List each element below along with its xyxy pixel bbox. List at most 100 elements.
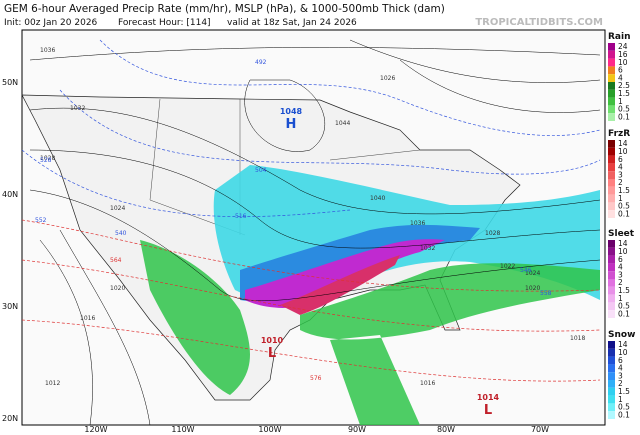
legend-swatch — [608, 302, 615, 311]
lat-label: 20N — [2, 414, 18, 423]
pressure-value: 1048 — [280, 107, 303, 116]
thickness-warm — [21, 219, 601, 382]
legend-label: 14 — [618, 139, 628, 148]
map — [21, 29, 606, 426]
isobar-label: 1020 — [525, 285, 540, 292]
sleet-area — [245, 239, 445, 308]
legend-label: 16 — [618, 50, 628, 59]
lat-label: 30N — [2, 302, 18, 311]
legend-title: Snow — [608, 330, 635, 340]
legend-label: 1.5 — [618, 286, 630, 295]
pressure-symbol: L — [484, 403, 492, 418]
legend-swatch — [608, 372, 615, 380]
isobar-label: 1036 — [40, 47, 55, 54]
legend-label: 1 — [618, 97, 623, 106]
legend-label: 14 — [618, 340, 628, 349]
thickness-label: 492 — [255, 59, 267, 66]
legend-swatch — [608, 341, 615, 349]
legend-swatch — [608, 163, 615, 172]
thickness-cold — [21, 39, 601, 217]
thickness-label: 576 — [310, 375, 322, 382]
legend-label: 1.5 — [618, 186, 630, 195]
legend-swatch — [608, 263, 615, 272]
legend-label: 10 — [618, 147, 628, 156]
legend-swatch — [608, 210, 615, 218]
isobar-label: 1020 — [110, 285, 125, 292]
lon-label: 90W — [348, 425, 366, 434]
legend-label: 10 — [618, 247, 628, 256]
legend-swatch — [608, 105, 615, 114]
isobar-label: 1022 — [500, 263, 515, 270]
legend-swatch — [608, 395, 615, 404]
title: GEM 6-hour Averaged Precip Rate (mm/hr),… — [4, 3, 445, 15]
legend-label: 3 — [618, 270, 623, 279]
lon-label: 70W — [531, 425, 549, 434]
legend-swatch — [608, 58, 615, 67]
freezing-rain-area — [280, 255, 400, 315]
legend-title: Sleet — [608, 229, 635, 239]
legend-swatch — [608, 387, 615, 396]
legend-label: 2 — [618, 379, 623, 388]
pressure-value: 1010 — [261, 336, 284, 345]
legend-swatch — [608, 279, 615, 287]
legend-swatch — [608, 97, 615, 106]
thickness-label: 564 — [110, 257, 122, 264]
source: TROPICALTIDBITS.COM — [475, 17, 603, 28]
legend-swatch — [608, 255, 615, 264]
legend-label: 2.5 — [618, 81, 630, 90]
isobar-label: 1036 — [410, 220, 425, 227]
legend-swatch — [608, 310, 615, 318]
isobar-label: 1026 — [380, 75, 395, 82]
isobars — [29, 39, 601, 426]
legend-swatch — [608, 171, 615, 179]
legend-swatch — [608, 194, 615, 203]
isobar-label: 1012 — [45, 380, 60, 387]
legend-label: 6 — [618, 356, 623, 365]
lon-label: 100W — [258, 425, 281, 434]
legend-label: 6 — [618, 155, 623, 164]
legend-swatch — [608, 364, 615, 373]
legend-swatch — [608, 82, 615, 90]
legend-swatch — [608, 271, 615, 279]
legend-swatch — [608, 240, 615, 248]
legend-label: 2 — [618, 278, 623, 287]
legend-swatch — [608, 140, 615, 148]
legend-label: 1 — [618, 294, 623, 303]
lon-label: 120W — [84, 425, 107, 434]
legend-label: 0.1 — [618, 112, 630, 121]
legend-label: 3 — [618, 371, 623, 380]
legend-label: 3 — [618, 170, 623, 179]
thickness-label: 516 — [235, 213, 247, 220]
forecast-hour: Forecast Hour: [114] — [118, 18, 211, 28]
lat-label: 40N — [2, 190, 18, 199]
legend-label: 24 — [618, 42, 628, 51]
thickness-label: 558 — [540, 290, 552, 297]
pressure-symbol: H — [286, 117, 297, 132]
legend-label: 10 — [618, 58, 628, 67]
lon-label: 80W — [437, 425, 455, 434]
legend-label: 0.1 — [618, 410, 630, 419]
isobar-label: 1028 — [485, 230, 500, 237]
thickness-label: 552 — [35, 217, 47, 224]
init: Init: 00z Jan 20 2026 — [4, 18, 98, 28]
legend-label: 10 — [618, 348, 628, 357]
legend-swatch — [608, 411, 615, 419]
legend-label: 1.5 — [618, 89, 630, 98]
isobar-label: 1032 — [70, 105, 85, 112]
legend-label: 0.5 — [618, 302, 630, 311]
isobar-label: 1024 — [525, 270, 540, 277]
legend-label: 4 — [618, 364, 623, 373]
legend-label: 0.1 — [618, 309, 630, 318]
legend-title: FrzR — [608, 129, 630, 139]
legend-swatch — [608, 348, 615, 357]
legend-swatch — [608, 89, 615, 98]
legend-swatch — [608, 403, 615, 412]
legend-swatch — [608, 186, 615, 195]
legend-swatch — [608, 286, 615, 295]
legend-label: 0.5 — [618, 403, 630, 412]
legend-swatch — [608, 147, 615, 156]
valid-time: valid at 18z Sat, Jan 24 2026 — [227, 18, 357, 28]
legend-label: 1.5 — [618, 387, 630, 396]
